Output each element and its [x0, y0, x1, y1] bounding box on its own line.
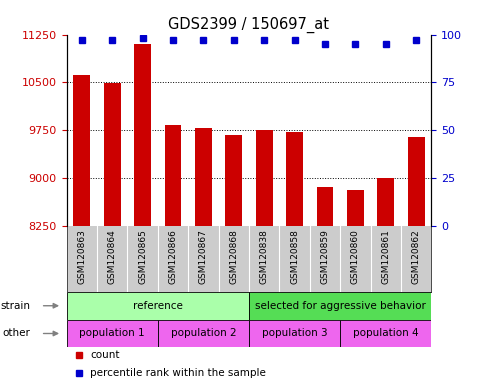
- Text: GSM120858: GSM120858: [290, 230, 299, 285]
- Text: GSM120868: GSM120868: [229, 230, 238, 285]
- Text: GSM120864: GSM120864: [107, 230, 117, 284]
- Text: GSM120861: GSM120861: [381, 230, 390, 285]
- Text: population 4: population 4: [353, 328, 419, 338]
- Text: count: count: [90, 349, 120, 359]
- Text: reference: reference: [133, 301, 183, 311]
- Bar: [134, 44, 151, 226]
- Text: GSM120862: GSM120862: [412, 230, 421, 284]
- Bar: [104, 83, 120, 226]
- Bar: [378, 178, 394, 226]
- Bar: [67, 292, 249, 319]
- Text: GSM120867: GSM120867: [199, 230, 208, 285]
- Bar: [408, 137, 424, 226]
- Text: population 3: population 3: [262, 328, 327, 338]
- Bar: [317, 187, 333, 226]
- Bar: [73, 75, 90, 226]
- Text: population 2: population 2: [171, 328, 236, 338]
- Bar: [286, 132, 303, 226]
- Text: strain: strain: [0, 301, 30, 311]
- Text: GSM120863: GSM120863: [77, 230, 86, 285]
- Bar: [225, 135, 242, 226]
- Text: GSM120859: GSM120859: [320, 230, 329, 285]
- Text: population 1: population 1: [79, 328, 145, 338]
- Bar: [340, 319, 431, 348]
- Text: percentile rank within the sample: percentile rank within the sample: [90, 368, 266, 378]
- Text: selected for aggressive behavior: selected for aggressive behavior: [255, 301, 425, 311]
- Text: GSM120838: GSM120838: [260, 230, 269, 285]
- Bar: [158, 319, 249, 348]
- Bar: [165, 125, 181, 226]
- Bar: [249, 292, 431, 319]
- Bar: [67, 319, 158, 348]
- Bar: [256, 130, 273, 226]
- Text: other: other: [2, 328, 30, 338]
- Text: GSM120866: GSM120866: [169, 230, 177, 285]
- Bar: [249, 319, 340, 348]
- Text: GSM120865: GSM120865: [138, 230, 147, 285]
- Text: GSM120860: GSM120860: [351, 230, 360, 285]
- Bar: [347, 190, 364, 226]
- Bar: [195, 128, 211, 226]
- Title: GDS2399 / 150697_at: GDS2399 / 150697_at: [169, 17, 329, 33]
